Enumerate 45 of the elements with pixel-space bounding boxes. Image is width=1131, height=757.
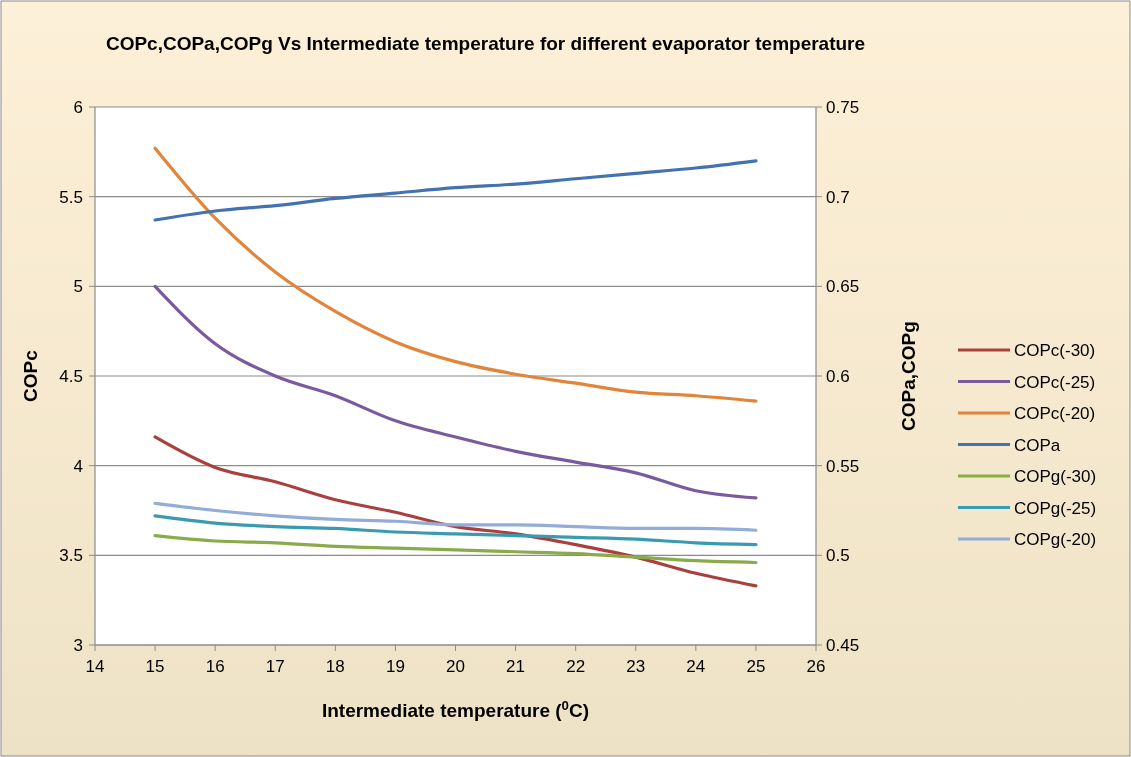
y-tick-label: 6 <box>73 98 83 117</box>
x-tick-label: 25 <box>746 657 766 676</box>
y-tick-label: 5.5 <box>59 187 83 207</box>
x-tick-label: 14 <box>85 657 105 676</box>
y2-axis-title: COPa,COPg <box>898 321 919 431</box>
x-tick-label: 18 <box>325 657 345 676</box>
x-tick-label: 15 <box>145 657 165 676</box>
x-tick-label: 21 <box>506 657 526 676</box>
line-series <box>153 534 758 565</box>
y2-tick-label: 0.5 <box>826 546 850 566</box>
line-series <box>153 435 758 588</box>
y2-tick-label: 0.7 <box>826 187 850 207</box>
line-series <box>153 284 758 500</box>
y-tick-label: 3.5 <box>59 546 83 566</box>
y2-tick-label: 0.6 <box>826 367 850 386</box>
legend-label: COPg(-30) <box>1014 467 1097 486</box>
y2-tick-label: 0.55 <box>826 456 860 476</box>
y-tick-label: 4.5 <box>59 367 83 386</box>
y2-tick-label: 0.75 <box>826 98 860 117</box>
legend-label: COPg(-20) <box>1014 530 1097 549</box>
y2-tick-label: 0.45 <box>826 636 860 655</box>
legend-label: COPc(-25) <box>1014 372 1096 392</box>
line-series <box>153 146 758 403</box>
y-tick-label: 4 <box>73 456 83 476</box>
y-tick-label: 5 <box>73 277 83 297</box>
line-series <box>153 514 758 547</box>
legend-label: COPc(-30) <box>1014 341 1096 360</box>
chart-title: COPc,COPa,COPg Vs Intermediate temperature for different evaporator temperature <box>105 33 866 54</box>
y-axis-title: COPc <box>20 349 41 402</box>
x-tick-label: 24 <box>686 657 706 676</box>
x-tick-label: 22 <box>566 657 586 676</box>
y-tick-label: 3 <box>73 636 83 655</box>
x-tick-label: 23 <box>626 657 646 676</box>
y2-tick-label: 0.65 <box>826 277 860 297</box>
x-tick-label: 19 <box>385 657 405 676</box>
line-series <box>153 159 758 222</box>
legend-label: COPc(-20) <box>1014 404 1096 423</box>
x-tick-label: 20 <box>446 657 465 676</box>
legend-label: COPg(-25) <box>1014 498 1097 518</box>
legend-label: COPa <box>1014 435 1061 455</box>
x-tick-label: 17 <box>265 657 285 676</box>
x-tick-label: 16 <box>205 657 225 676</box>
line-series <box>153 501 758 532</box>
x-axis-title: Intermediate temperature ($^{0}$C) <box>321 697 590 721</box>
x-tick-label: 26 <box>806 657 826 676</box>
